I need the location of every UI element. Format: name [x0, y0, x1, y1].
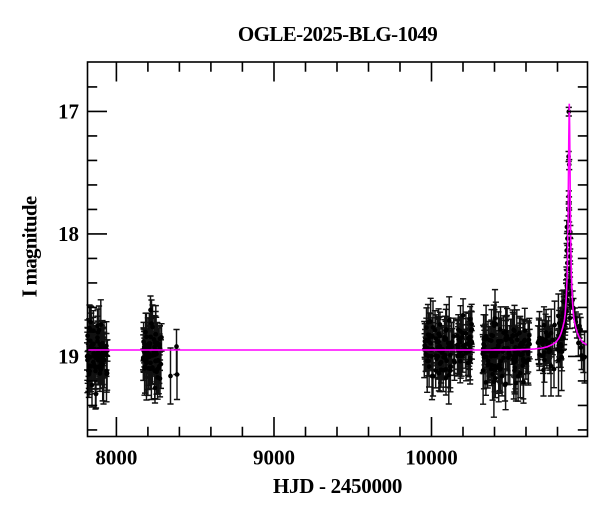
svg-text:19: 19: [58, 345, 79, 369]
svg-text:10000: 10000: [405, 446, 458, 470]
svg-text:18: 18: [58, 222, 79, 246]
svg-text:9000: 9000: [253, 446, 295, 470]
svg-text:8000: 8000: [95, 446, 137, 470]
svg-text:17: 17: [58, 100, 79, 124]
svg-text:I magnitude: I magnitude: [17, 196, 41, 297]
svg-text:OGLE-2025-BLG-1049: OGLE-2025-BLG-1049: [238, 22, 437, 46]
svg-text:HJD - 2450000: HJD - 2450000: [273, 474, 402, 498]
